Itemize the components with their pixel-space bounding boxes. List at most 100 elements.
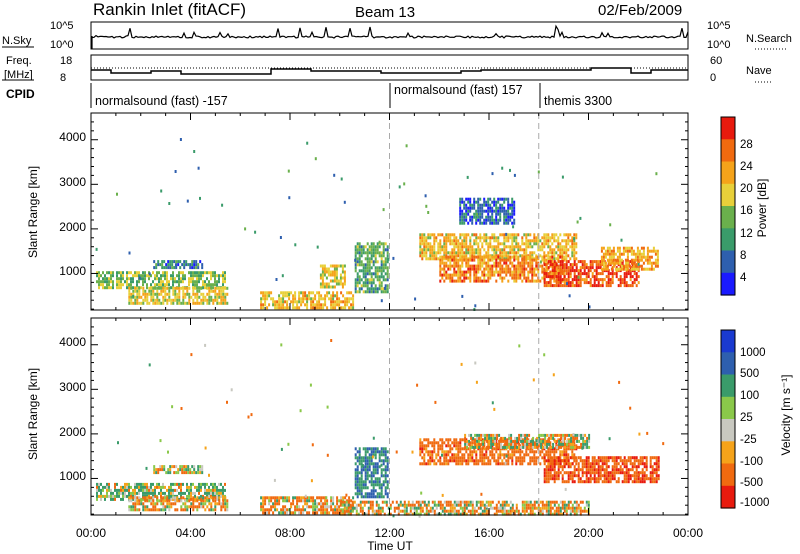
heatmap-cell <box>190 488 192 492</box>
heatmap-cell <box>106 494 108 498</box>
heatmap-cell <box>469 200 472 204</box>
heatmap-cell <box>338 505 341 509</box>
heatmap-cell <box>332 297 335 301</box>
heatmap-cell <box>419 444 422 448</box>
heatmap-cell <box>118 280 120 284</box>
heatmap-cell <box>374 462 377 466</box>
heatmap-cell <box>602 261 605 265</box>
heatmap-cell <box>577 456 580 460</box>
heatmap-cell <box>364 257 367 261</box>
heatmap-cell <box>366 284 369 288</box>
heatmap-cell <box>595 284 598 288</box>
heatmap-cell <box>475 267 478 271</box>
heatmap-cell <box>421 450 424 454</box>
heatmap-cell <box>370 489 373 493</box>
heatmap-cell <box>186 499 189 503</box>
heatmap-cell <box>384 489 387 493</box>
heatmap-cell <box>126 283 128 287</box>
heatmap-cell <box>646 255 649 259</box>
heatmap-cell <box>577 281 580 285</box>
heatmap-cell <box>505 270 508 274</box>
heatmap-cell <box>152 491 154 495</box>
heatmap-cell <box>375 512 378 516</box>
heatmap-cell <box>581 459 584 463</box>
heatmap-cell <box>531 267 534 271</box>
heatmap-cell <box>563 251 566 255</box>
heatmap-cell <box>505 264 508 268</box>
heatmap-cell <box>579 275 582 279</box>
heatmap-cell <box>347 512 350 516</box>
heatmap-cell <box>449 444 452 448</box>
heatmap-cell <box>262 508 265 512</box>
heatmap-cell <box>531 245 534 249</box>
heatmap-cell <box>597 266 600 270</box>
heatmap-cell <box>104 280 106 284</box>
heatmap-cell <box>553 477 556 481</box>
heatmap-cell <box>513 209 516 213</box>
heatmap-cell <box>599 260 602 264</box>
heatmap-cell <box>345 512 348 516</box>
heatmap-cell <box>178 485 180 489</box>
heatmap-cell <box>459 245 462 249</box>
heatmap-cell <box>200 277 202 281</box>
heatmap-cell <box>200 485 202 489</box>
heatmap-cell <box>528 445 531 449</box>
heatmap-cell <box>597 477 600 481</box>
heatmap-cell <box>553 257 556 261</box>
heatmap-cell <box>451 273 454 277</box>
heatmap-cell <box>218 488 220 492</box>
heatmap-cell <box>376 266 379 270</box>
heatmap-cell <box>545 275 548 279</box>
heatmap-cell <box>278 303 281 307</box>
heatmap-cell <box>583 465 586 469</box>
heatmap-cell <box>478 433 481 437</box>
heatmap-cell <box>220 286 223 290</box>
heatmap-cell <box>162 298 165 302</box>
heatmap-cell <box>386 278 389 282</box>
heatmap-cell <box>316 303 319 307</box>
heatmap-cell <box>180 505 183 509</box>
heatmap-cell <box>533 279 536 283</box>
heatmap-cell <box>218 286 221 290</box>
heatmap-cell <box>505 218 508 222</box>
heatmap-cell <box>152 271 154 275</box>
heatmap-cell <box>493 459 496 463</box>
heatmap-cell <box>531 255 534 259</box>
heatmap-cell <box>519 453 522 457</box>
heatmap-cell <box>419 239 422 243</box>
heatmap-cell <box>218 274 220 278</box>
heatmap-cell <box>200 494 202 498</box>
heatmap-cell <box>563 480 566 484</box>
heatmap-cell <box>601 284 604 288</box>
heatmap-cell <box>212 271 214 275</box>
heatmap-cell <box>380 483 383 487</box>
heatmap-cell <box>435 456 438 460</box>
heatmap-cell <box>324 303 327 307</box>
heatmap-cell <box>443 264 446 268</box>
heatmap-cell <box>593 468 596 472</box>
heatmap-cell <box>582 433 585 437</box>
heatmap-cell <box>423 239 426 243</box>
heatmap-cell <box>356 257 359 261</box>
heatmap-cell <box>629 456 632 460</box>
heatmap-cell <box>605 480 608 484</box>
heatmap-cell <box>475 251 478 255</box>
heatmap-cell <box>488 436 491 440</box>
heatmap-cell <box>529 239 532 243</box>
heatmap-cell <box>188 499 191 503</box>
heatmap-cell <box>419 245 422 249</box>
heatmap-cell <box>316 300 319 304</box>
heatmap-cell <box>154 488 156 492</box>
heatmap-cell <box>330 499 333 503</box>
heatmap-cell <box>370 290 373 294</box>
heatmap-cell <box>643 477 646 481</box>
heatmap-cell <box>499 251 502 255</box>
heatmap-cell <box>633 281 636 285</box>
power-heatmap-cells <box>95 138 659 311</box>
heatmap-cell <box>459 459 462 463</box>
heatmap-cell <box>128 289 131 293</box>
heatmap-cell <box>180 496 183 500</box>
heatmap-cell <box>169 260 172 264</box>
heatmap-cell <box>524 439 527 443</box>
heatmap-cell <box>597 281 600 285</box>
